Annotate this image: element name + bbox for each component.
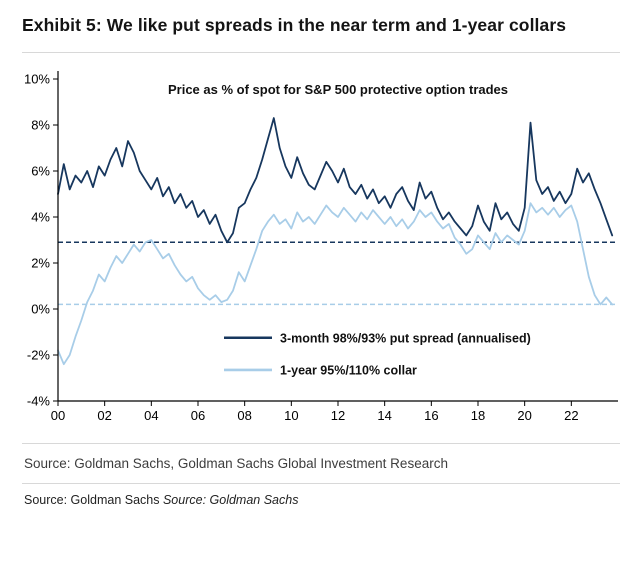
y-tick-label: -4% [27,394,51,409]
footer-source-normal: Source: Goldman Sachs [24,493,163,508]
series-line-0 [57,117,614,244]
x-tick-label: 06 [191,408,205,423]
x-tick-label: 12 [331,408,345,423]
x-tick-label: 22 [564,408,578,423]
footer-source-italic: Source: Goldman Sachs [162,493,299,508]
legend-label-0: 3-month 98%/93% put spread (annualised) [280,332,531,346]
legend-label-1: 1-year 95%/110% collar [280,364,417,378]
source-divider [22,483,620,485]
y-tick-label: -2% [27,348,51,363]
x-tick-label: 02 [97,408,111,423]
x-tick-label: 00 [51,408,65,423]
x-tick-label: 18 [471,408,485,423]
chart-canvas: 10% 8% 6% 4% 2% 0% -2% -4%00 02 04 06 08 10 12 14 16 18 2… [24,71,618,423]
y-tick-label: 0% [31,302,50,317]
x-tick-label: 08 [237,408,251,423]
y-tick-label: 6% [31,164,50,179]
source-line: Source: Goldman Sachs, Goldman Sachs Glo… [24,456,448,472]
x-tick-label: 20 [517,408,531,423]
chart-area: 10% 8% 6% 4% 2% 0% -2% -4% 00 02 04 06 08 10 12 14 16 18 2… [16,65,620,427]
chart-divider [22,443,620,445]
title-divider [22,52,620,54]
y-tick-label: 4% [31,210,50,225]
exhibit-title: Exhibit 5: We like put spreads in the ne… [22,15,567,35]
footer-source: Source: Goldman Sachs Source: Goldman Sa… [22,484,620,515]
x-tick-label: 04 [144,408,158,423]
y-tick-label: 10% [24,72,50,87]
x-tick-label: 14 [377,408,391,423]
y-tick-label: 8% [31,118,50,133]
x-tick-label: 16 [424,408,438,423]
chart-title: Price as % of spot for S&P 500 protectiv… [168,82,508,97]
series-line-1 [57,202,614,366]
y-tick-label: 2% [31,256,50,271]
x-tick-label: 10 [284,408,298,423]
